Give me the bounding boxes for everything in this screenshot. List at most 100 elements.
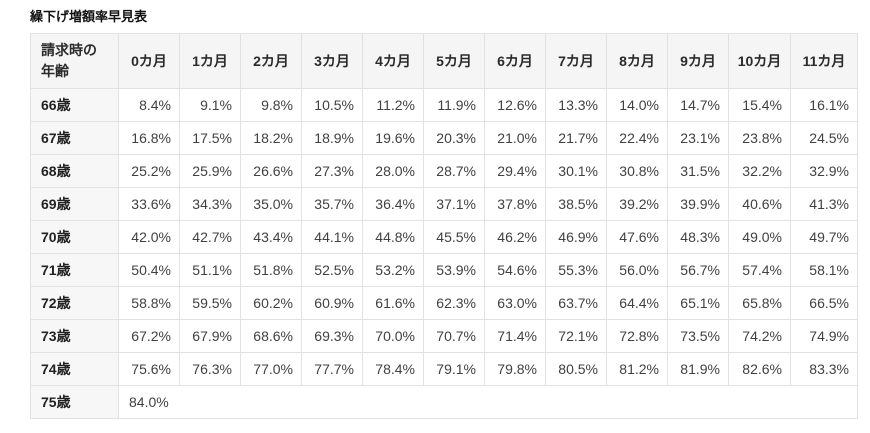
- rate-cell: 26.6%: [240, 154, 302, 188]
- rate-cell: 14.7%: [667, 88, 729, 122]
- row-age-header: 72歳: [30, 286, 119, 320]
- rate-cell: 35.7%: [301, 187, 363, 221]
- rate-cell: 42.7%: [179, 220, 241, 254]
- rate-cell: 66.5%: [790, 286, 858, 320]
- month-column-header-7: 7カ月: [545, 33, 607, 89]
- rate-cell: 83.3%: [790, 352, 858, 386]
- row-age-header: 71歳: [30, 253, 119, 287]
- rate-cell: 24.5%: [790, 121, 858, 155]
- table-row: 68歳 25.2% 25.9% 26.6% 27.3% 28.0% 28.7% 29.4% 30…: [30, 154, 858, 188]
- rate-cell: 69.3%: [301, 319, 363, 353]
- rate-cell: 30.8%: [606, 154, 668, 188]
- rate-cell: 65.1%: [667, 286, 729, 320]
- rate-cell: 70.0%: [362, 319, 424, 353]
- rate-cell: 39.2%: [606, 187, 668, 221]
- rate-cell: 37.8%: [484, 187, 546, 221]
- rate-cell: 9.1%: [179, 88, 241, 122]
- rate-cell: 61.6%: [362, 286, 424, 320]
- table-row: 74歳 75.6% 76.3% 77.0% 77.7% 78.4% 79.1% 79.8% 80…: [30, 352, 858, 386]
- rate-cell: 53.9%: [423, 253, 485, 287]
- rate-cell: 45.5%: [423, 220, 485, 254]
- rate-cell: 44.1%: [301, 220, 363, 254]
- rate-cell: 17.5%: [179, 121, 241, 155]
- rate-cell: 54.6%: [484, 253, 546, 287]
- rate-cell: 35.0%: [240, 187, 302, 221]
- rate-cell: 62.3%: [423, 286, 485, 320]
- rate-cell: 72.8%: [606, 319, 668, 353]
- rate-cell: 21.0%: [484, 121, 546, 155]
- rate-cell: 70.7%: [423, 319, 485, 353]
- rate-cell: 46.2%: [484, 220, 546, 254]
- rate-cell: 38.5%: [545, 187, 607, 221]
- deferral-increase-rate-table: 請求時の 年齢 0カ月 1カ月 2カ月 3カ月 4カ月 5カ月 6カ月 7カ月 8カ月 9カ月 10…: [30, 33, 858, 419]
- rate-cell: 67.9%: [179, 319, 241, 353]
- page-title: 繰下げ増額率早見表: [30, 9, 148, 24]
- rate-cell: 63.0%: [484, 286, 546, 320]
- rate-cell: 36.4%: [362, 187, 424, 221]
- row-age-header: 75歳: [30, 385, 119, 419]
- rate-cell: 78.4%: [362, 352, 424, 386]
- row-age-header: 70歳: [30, 220, 119, 254]
- rate-cell: 32.2%: [728, 154, 791, 188]
- rate-cell: 73.5%: [667, 319, 729, 353]
- rate-cell: 25.9%: [179, 154, 241, 188]
- row-age-header: 68歳: [30, 154, 119, 188]
- rate-cell: 55.3%: [545, 253, 607, 287]
- month-column-header-5: 5カ月: [423, 33, 485, 89]
- rate-cell: 25.2%: [118, 154, 180, 188]
- rate-cell: 40.6%: [728, 187, 791, 221]
- rate-cell: 48.3%: [667, 220, 729, 254]
- table-row: 75歳 84.0%: [30, 385, 858, 419]
- rate-cell: 79.1%: [423, 352, 485, 386]
- rate-cell: 58.8%: [118, 286, 180, 320]
- rate-cell: 16.8%: [118, 121, 180, 155]
- row-age-header: 73歳: [30, 319, 119, 353]
- rate-cell: 71.4%: [484, 319, 546, 353]
- rate-cell: 57.4%: [728, 253, 791, 287]
- rate-cell: 29.4%: [484, 154, 546, 188]
- table-row: 72歳 58.8% 59.5% 60.2% 60.9% 61.6% 62.3% 63.0% 63…: [30, 286, 858, 320]
- rate-cell: 74.2%: [728, 319, 791, 353]
- rate-cell: 74.9%: [790, 319, 858, 353]
- table-row: 67歳 16.8% 17.5% 18.2% 18.9% 19.6% 20.3% 21.0% 21…: [30, 121, 858, 155]
- month-column-header-10: 10カ月: [728, 33, 791, 89]
- month-column-header-11: 11カ月: [790, 33, 858, 89]
- month-column-header-0: 0カ月: [118, 33, 180, 89]
- month-column-header-2: 2カ月: [240, 33, 302, 89]
- rate-cell: 34.3%: [179, 187, 241, 221]
- rate-cell: 11.2%: [362, 88, 424, 122]
- rate-cell: 18.2%: [240, 121, 302, 155]
- rate-cell: 80.5%: [545, 352, 607, 386]
- rate-cell: 12.6%: [484, 88, 546, 122]
- rate-cell: 67.2%: [118, 319, 180, 353]
- rate-cell: 60.9%: [301, 286, 363, 320]
- row-age-header: 67歳: [30, 121, 119, 155]
- rate-cell: 8.4%: [118, 88, 180, 122]
- rate-cell: 81.2%: [606, 352, 668, 386]
- rate-cell: 20.3%: [423, 121, 485, 155]
- month-column-header-3: 3カ月: [301, 33, 363, 89]
- rate-cell: 72.1%: [545, 319, 607, 353]
- corner-header-claim-age: 請求時の 年齢: [30, 33, 119, 89]
- rate-cell: 41.3%: [790, 187, 858, 221]
- rate-cell: 60.2%: [240, 286, 302, 320]
- rate-cell: 52.5%: [301, 253, 363, 287]
- rate-cell: 43.4%: [240, 220, 302, 254]
- rate-cell: 28.7%: [423, 154, 485, 188]
- rate-cell: 51.8%: [240, 253, 302, 287]
- rate-cell: 44.8%: [362, 220, 424, 254]
- month-column-header-8: 8カ月: [606, 33, 668, 89]
- rate-cell: 18.9%: [301, 121, 363, 155]
- rate-cell: 68.6%: [240, 319, 302, 353]
- table-row: 73歳 67.2% 67.9% 68.6% 69.3% 70.0% 70.7% 71.4% 72…: [30, 319, 858, 353]
- table-body: 66歳 8.4% 9.1% 9.8% 10.5% 11.2% 11.9% 12.6% 13.3%…: [30, 88, 858, 419]
- rate-cell: 10.5%: [301, 88, 363, 122]
- rate-cell: 56.0%: [606, 253, 668, 287]
- rate-cell: 46.9%: [545, 220, 607, 254]
- rate-cell: 9.8%: [240, 88, 302, 122]
- rate-cell: 11.9%: [423, 88, 485, 122]
- header-row: 請求時の 年齢 0カ月 1カ月 2カ月 3カ月 4カ月 5カ月 6カ月 7カ月 8カ月 9カ月 10…: [30, 33, 858, 89]
- month-column-header-4: 4カ月: [362, 33, 424, 89]
- rate-cell: 14.0%: [606, 88, 668, 122]
